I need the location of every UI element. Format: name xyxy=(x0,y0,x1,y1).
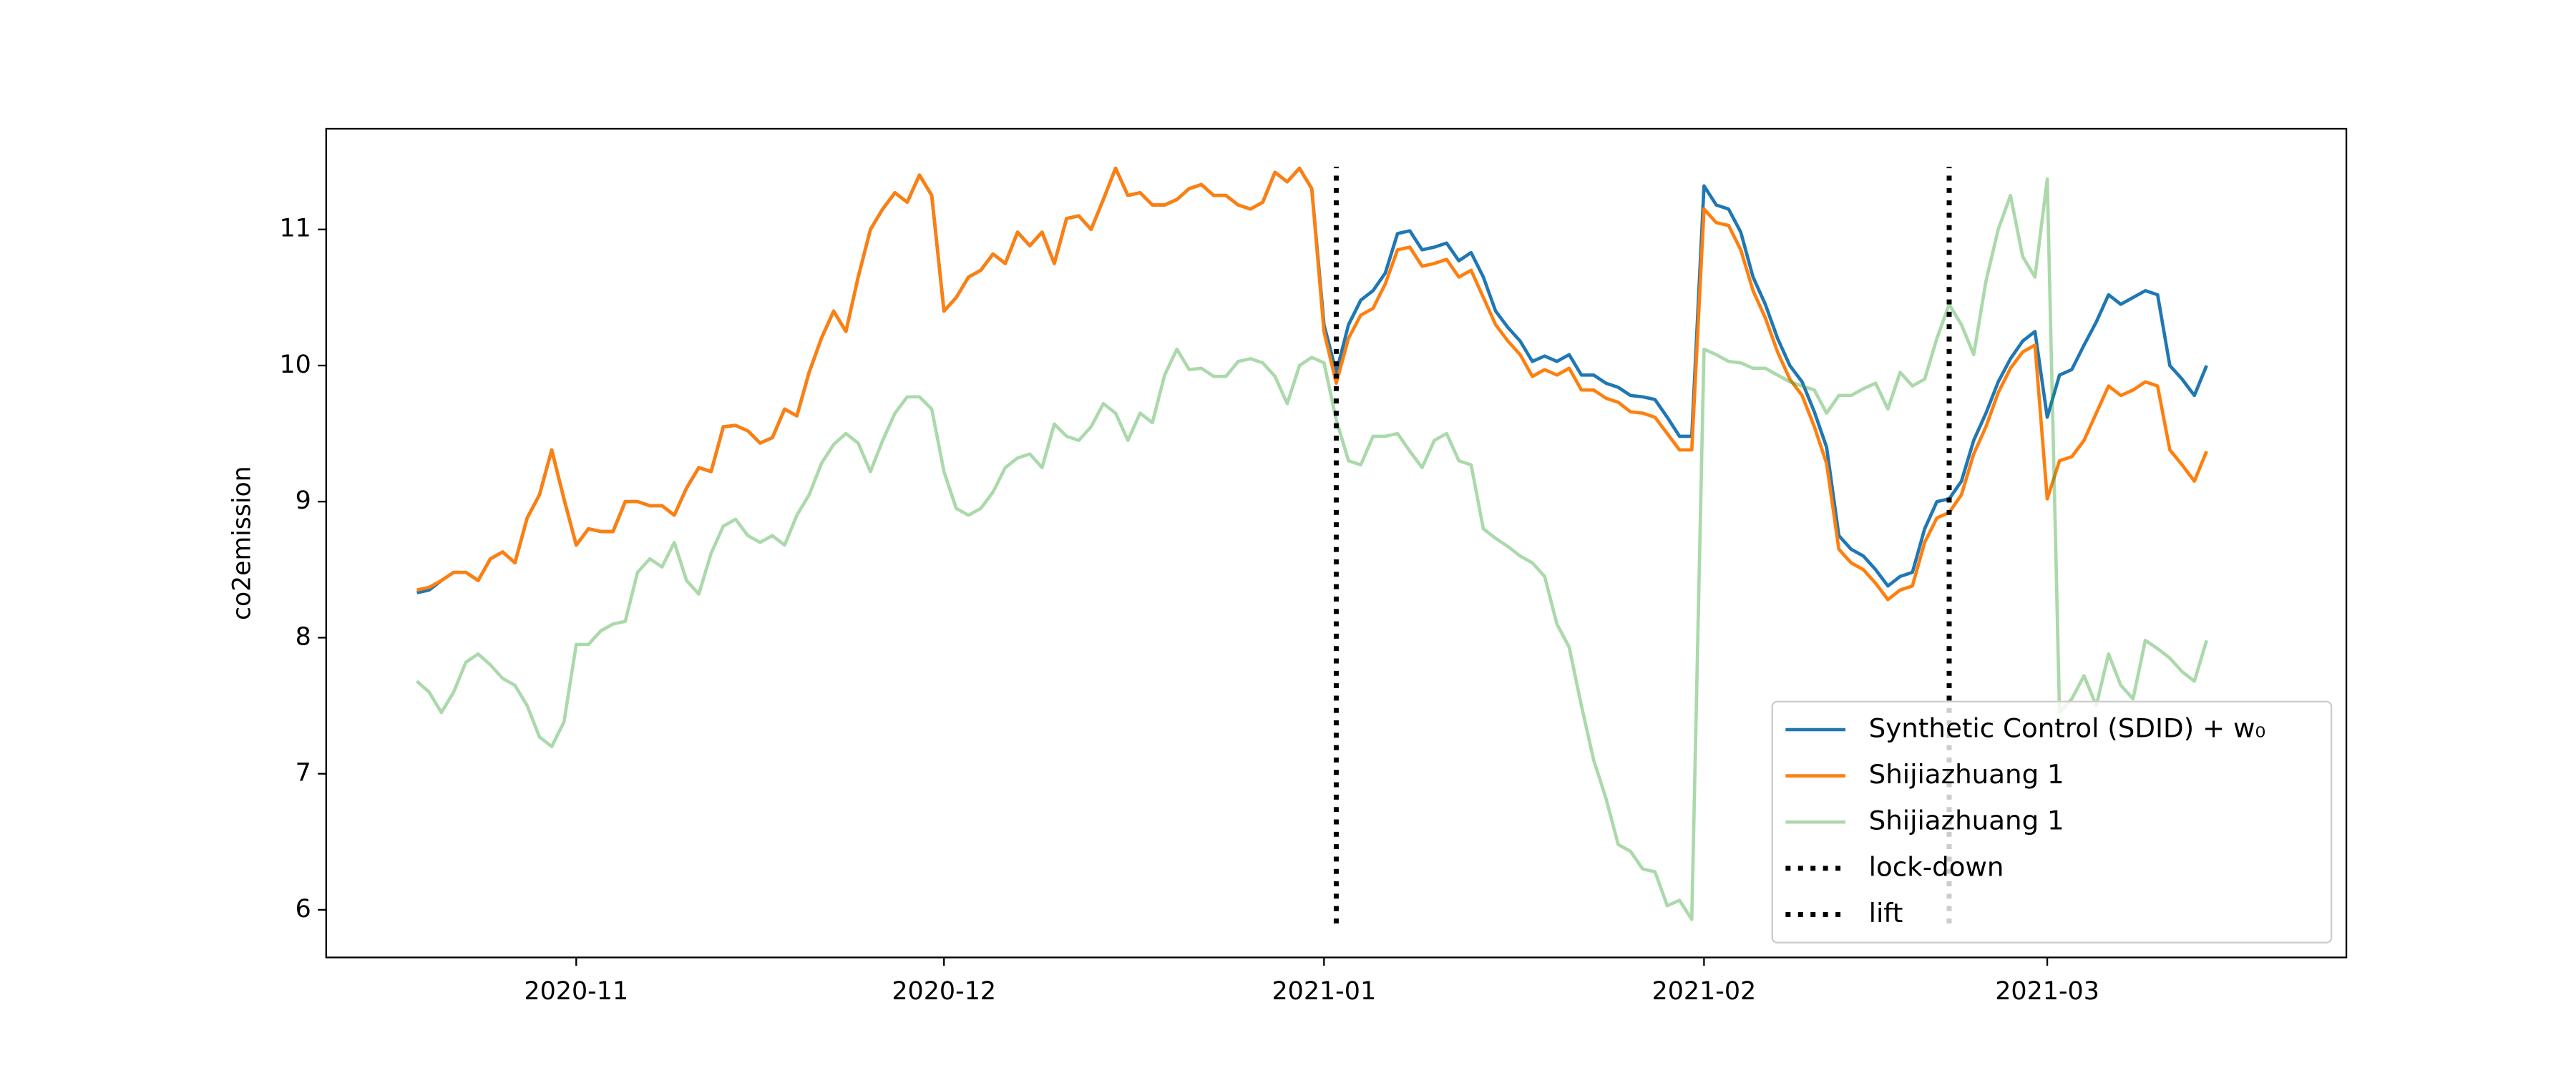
y-tick-label: 8 xyxy=(296,623,311,652)
legend-label: lift xyxy=(1869,898,1903,929)
y-tick-label: 9 xyxy=(296,486,311,515)
x-tick-label: 2020-12 xyxy=(892,977,996,1006)
y-tick-label: 11 xyxy=(280,215,311,243)
x-tick-label: 2020-11 xyxy=(524,977,628,1006)
y-tick-label: 6 xyxy=(296,895,311,923)
x-tick-label: 2021-03 xyxy=(1995,977,2099,1006)
y-tick-label: 7 xyxy=(296,759,311,788)
legend-label: Shijiazhuang 1 xyxy=(1869,805,2064,836)
x-tick-label: 2021-02 xyxy=(1652,977,1757,1006)
y-tick-label: 10 xyxy=(280,351,311,379)
data-line xyxy=(416,166,2208,602)
x-tick-label: 2021-01 xyxy=(1272,977,1376,1006)
legend: Synthetic Control (SDID) + w₀ Shijiazhuan… xyxy=(1771,700,2333,944)
y-axis-label: co2emission xyxy=(228,466,256,620)
legend-label: Synthetic Control (SDID) + w₀ xyxy=(1869,713,2266,744)
plot-frame xyxy=(325,127,2348,959)
legend-label: lock-down xyxy=(1869,851,2004,882)
legend-box xyxy=(1771,700,2333,944)
legend-label: Shijiazhuang 1 xyxy=(1869,759,2064,790)
data-line xyxy=(416,166,2208,594)
data-line xyxy=(416,177,2208,921)
